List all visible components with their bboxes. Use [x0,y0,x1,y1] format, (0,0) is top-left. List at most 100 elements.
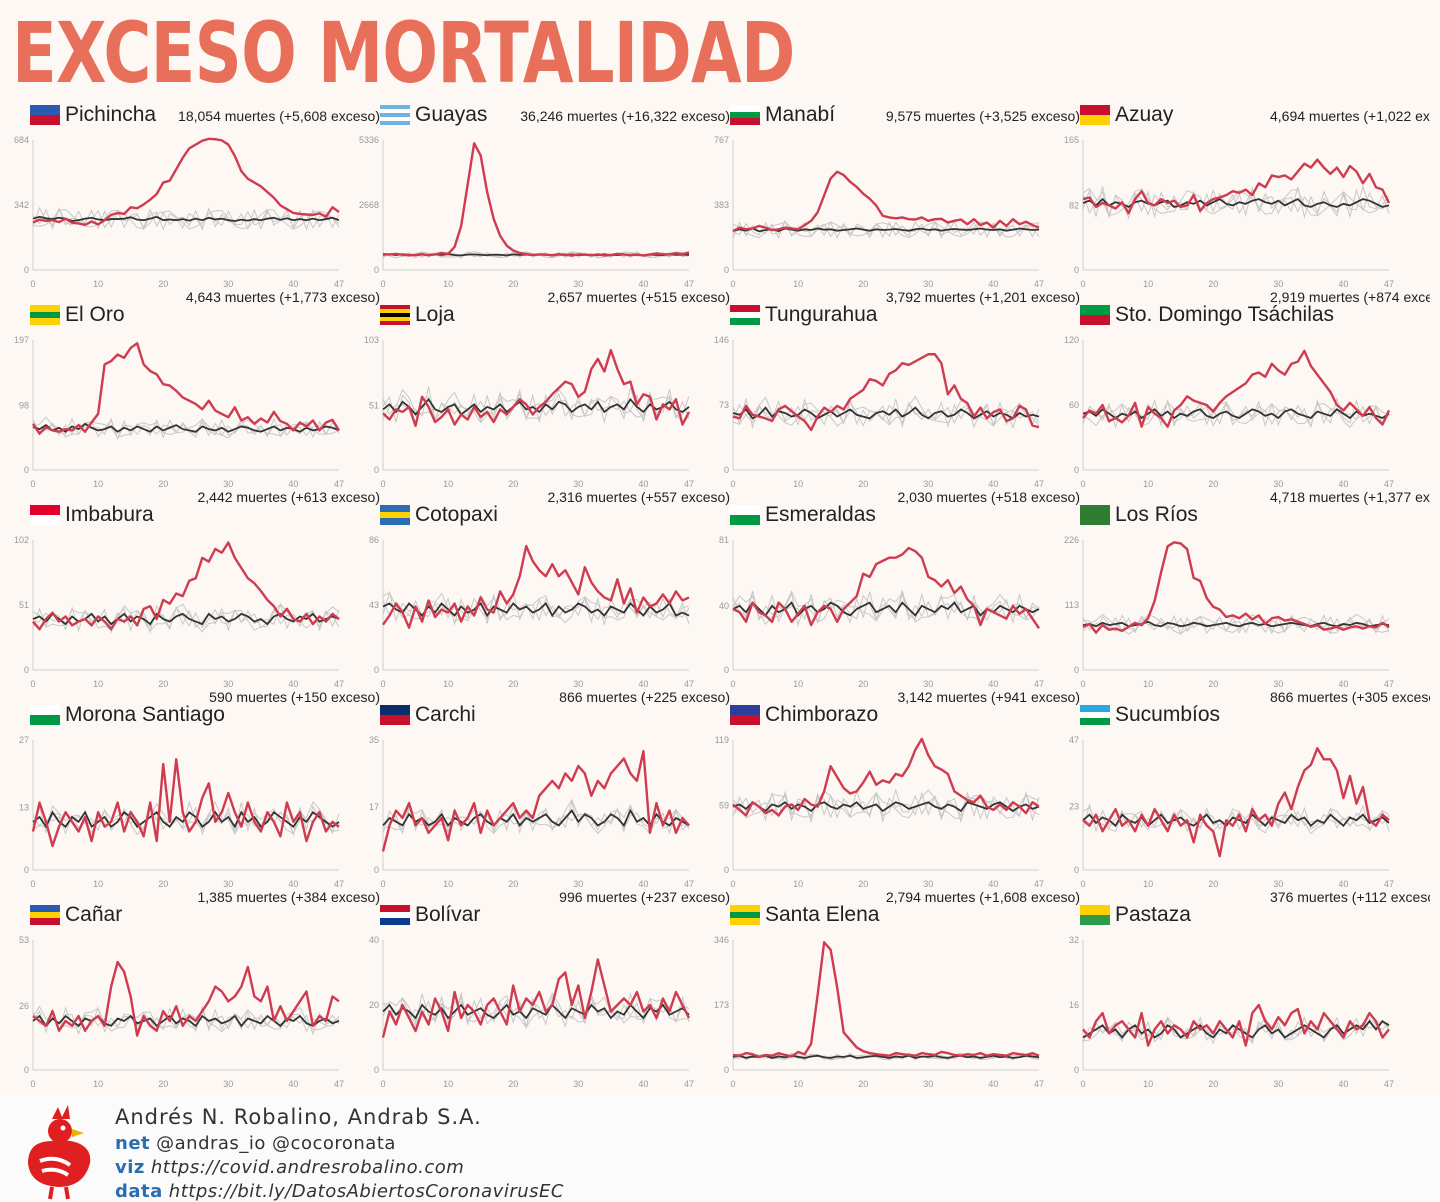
current-series-line [1082,747,1390,858]
credit-data-link[interactable]: https://bit.ly/DatosAbiertosCoronavirusE… [168,1181,564,1202]
province-name: Pastaza [1115,903,1191,926]
x-tick-label: 10 [443,679,453,689]
province-panel: El Oro 4,643 muertes (+1,773 exceso) 197 98… [5,289,380,500]
province-flag-icon [1080,905,1110,925]
x-tick-label: 10 [793,479,803,489]
province-name: Sucumbíos [1115,703,1221,726]
y-tick-label: 113 [1065,600,1079,610]
province-panel: Pastaza 376 muertes (+112 exceso) 32 16 0 0 10… [1055,889,1430,1100]
province-panel: Cotopaxi 2,316 muertes (+557 exceso) 86 43 0… [355,489,730,700]
baseline-series-line [32,810,340,829]
province-line-chart: 146 73 00 10 20 30 40 47 [714,335,1044,489]
x-tick-label: 10 [1143,479,1153,489]
x-tick-label: 0 [30,679,35,689]
y-tick-label: 165 [1064,135,1079,145]
credit-viz: viz https://covid.andresrobalino.com [115,1157,464,1178]
history-series-line [732,220,1040,239]
x-tick-label: 20 [508,1079,518,1089]
province-stats: 2,316 muertes (+557 exceso) [547,489,731,505]
province-stats: 866 muertes (+225 exceso) [559,689,730,705]
x-tick-label: 20 [508,679,518,689]
y-tick-label: 43 [369,600,379,610]
province-line-chart: 53 26 00 10 20 30 40 47 [19,935,344,1089]
credit-viz-link[interactable]: https://covid.andresrobalino.com [150,1157,465,1178]
credit-data-key: data [115,1181,163,1202]
current-series-line [32,960,340,1037]
x-tick-label: 0 [30,479,35,489]
history-series-line [32,417,340,440]
province-name: Manabí [765,103,836,126]
credit-net: net @andras_io @cocoronata [115,1133,396,1154]
current-series-line [381,749,690,852]
province-panel: Bolívar 996 muertes (+237 exceso) 40 20 0 0 10… [355,889,730,1100]
y-tick-label: 103 [364,335,379,345]
y-tick-label: 81 [719,535,729,545]
current-series-line [31,758,340,848]
x-tick-label: 47 [1034,479,1044,489]
x-tick-label: 40 [1338,679,1348,689]
y-tick-label: 13 [19,802,29,812]
y-tick-label: 0 [24,665,29,675]
y-tick-label: 0 [374,265,379,275]
x-tick-label: 30 [573,679,583,689]
x-tick-label: 10 [93,679,103,689]
y-tick-label: 23 [1069,801,1079,811]
x-tick-label: 30 [923,479,933,489]
x-tick-label: 30 [223,879,233,889]
province-name: Los Ríos [1115,503,1198,526]
x-tick-label: 30 [223,479,233,489]
x-tick-label: 30 [923,879,933,889]
province-flag-icon [30,305,60,325]
province-stats: 3,792 muertes (+1,201 exceso) [885,289,1080,305]
y-tick-label: 0 [374,865,379,875]
province-line-chart: 346 173 00 10 20 30 40 47 [714,935,1044,1089]
y-tick-label: 342 [14,200,29,210]
x-tick-label: 47 [684,279,694,289]
x-tick-label: 0 [380,279,385,289]
y-tick-label: 146 [714,335,729,345]
history-series-line [32,1004,340,1036]
province-name: Bolívar [415,903,481,926]
x-tick-label: 30 [1273,479,1283,489]
x-tick-label: 0 [1080,879,1085,889]
province-flag-icon [30,105,60,125]
x-tick-label: 40 [288,679,298,689]
province-chart-grid: Pichincha 18,054 muertes (+5,608 exceso) 6… [0,100,1440,1095]
province-flag-icon [380,105,410,125]
baseline-series-line [732,406,1040,420]
province-line-chart: 226 113 00 10 20 30 40 47 [1064,535,1394,689]
x-tick-label: 0 [380,479,385,489]
history-series-line [732,395,1040,427]
y-tick-label: 120 [1064,335,1079,345]
y-tick-label: 47 [1069,735,1079,745]
province-line-chart: 197 98 00 10 20 30 40 47 [14,335,344,489]
x-tick-label: 47 [1384,879,1394,889]
province-name: Chimborazo [765,703,879,726]
x-tick-label: 30 [223,1079,233,1089]
province-panel: Sucumbíos 866 muertes (+305 exceso) 47 23 0 0… [1055,689,1430,900]
y-tick-label: 53 [19,935,29,945]
x-tick-label: 10 [443,1079,453,1089]
province-stats: 996 muertes (+237 exceso) [559,889,730,905]
province-stats: 376 muertes (+112 exceso) [1270,889,1430,905]
province-line-chart: 35 17 00 10 20 30 40 47 [369,735,694,889]
credit-viz-key: viz [115,1157,145,1178]
x-tick-label: 10 [793,279,803,289]
y-tick-label: 767 [714,135,729,145]
province-stats: 3,142 muertes (+941 exceso) [897,689,1081,705]
baseline-series-line [32,422,340,433]
y-tick-label: 26 [19,1001,29,1011]
x-tick-label: 30 [573,879,583,889]
x-tick-label: 30 [1273,1079,1283,1089]
x-tick-label: 10 [93,479,103,489]
x-tick-label: 0 [1080,679,1085,689]
x-tick-label: 30 [573,479,583,489]
x-tick-label: 20 [508,479,518,489]
province-name: Santa Elena [765,903,880,926]
current-series-line [382,142,690,257]
province-stats: 9,575 muertes (+3,525 exceso) [885,108,1080,124]
y-tick-label: 0 [1074,665,1079,675]
x-tick-label: 0 [30,1079,35,1089]
baseline-series-line [1082,408,1390,420]
x-tick-label: 10 [1143,679,1153,689]
